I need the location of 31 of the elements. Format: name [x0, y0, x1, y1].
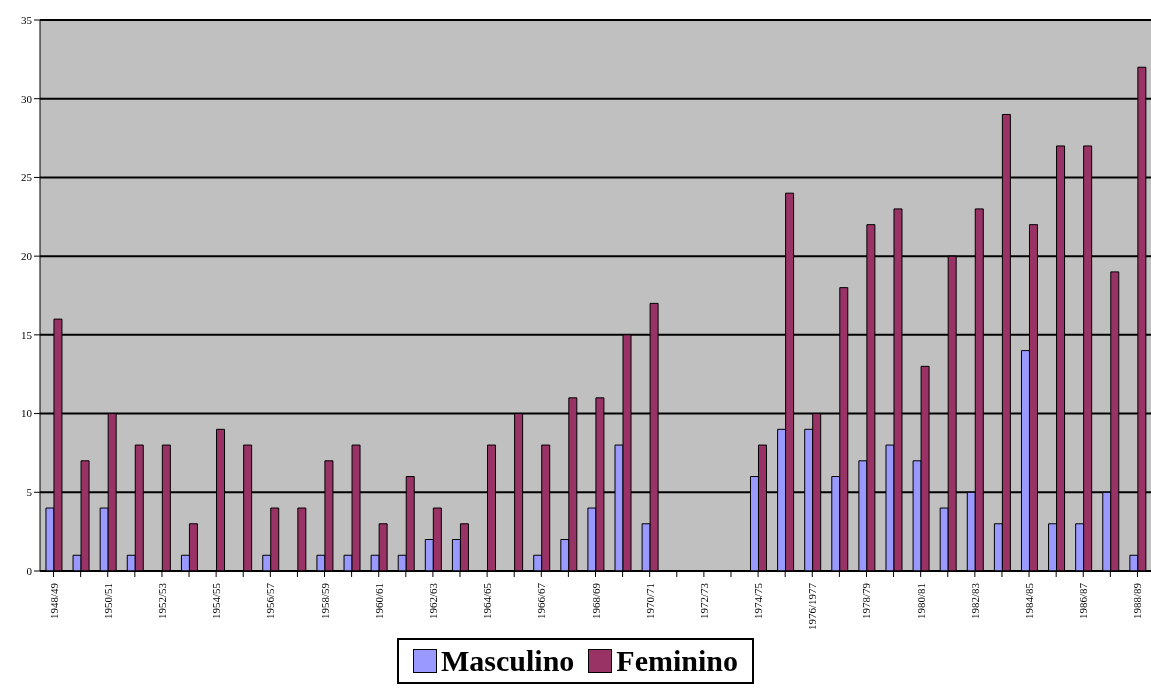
x-tick-label: 1966/67 — [535, 582, 548, 620]
x-tick-label: 1976/1977 — [806, 582, 819, 631]
y-tick-label: 35 — [21, 13, 33, 26]
x-tick-label: 1950/51 — [101, 583, 114, 620]
x-tick-label: 1984/85 — [1023, 582, 1036, 620]
y-tick-label: 20 — [21, 250, 33, 263]
y-tick-label: 25 — [21, 171, 33, 184]
x-tick-label: 1970/71 — [643, 583, 656, 620]
x-tick-label: 1974/75 — [752, 582, 765, 620]
x-tick-label: 1972/73 — [697, 582, 710, 620]
x-tick-label: 1978/79 — [860, 582, 873, 620]
y-tick-label: 0 — [26, 564, 33, 577]
x-tick-label: 1964/65 — [481, 582, 494, 620]
legend-label: Masculino — [440, 644, 575, 678]
x-tick-label: 1968/69 — [589, 582, 602, 620]
legend-label: Feminino — [616, 644, 739, 678]
x-tick-label: 1958/59 — [318, 582, 331, 620]
y-tick-label: 10 — [21, 407, 33, 420]
y-tick-label: 30 — [21, 92, 33, 105]
x-tick-label: 1960/61 — [372, 583, 385, 620]
y-tick-label: 15 — [21, 328, 33, 341]
x-tick-label: 1980/81 — [914, 583, 927, 620]
x-tick-label: 1988/89 — [1131, 582, 1144, 620]
x-tick-label: 1962/63 — [426, 582, 439, 620]
x-tick-label: 1948/49 — [47, 582, 60, 620]
x-tick-label: 1982/83 — [968, 582, 981, 620]
y-tick-label: 5 — [26, 486, 33, 499]
x-tick-label: 1986/87 — [1077, 582, 1090, 620]
x-tick-label: 1952/53 — [155, 582, 168, 620]
x-tick-label: 1956/57 — [264, 582, 277, 620]
x-tick-label: 1954/55 — [210, 582, 223, 620]
